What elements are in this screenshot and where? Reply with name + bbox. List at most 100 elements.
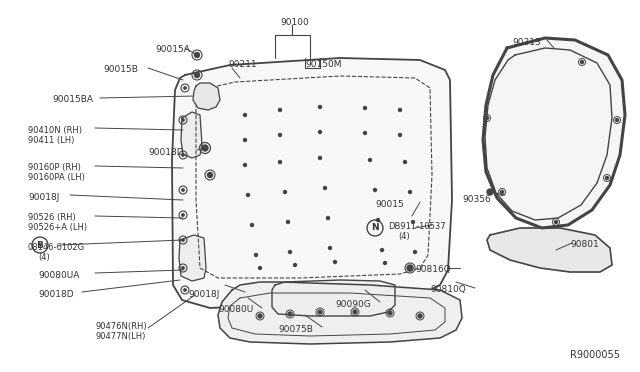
Circle shape [403,160,406,164]
Circle shape [407,265,413,271]
Text: (4): (4) [398,232,410,241]
Polygon shape [483,38,625,228]
Circle shape [259,266,262,269]
Circle shape [318,310,322,314]
Circle shape [333,260,337,263]
Polygon shape [272,280,395,316]
Text: 90018D: 90018D [148,148,184,157]
Circle shape [486,116,488,119]
Circle shape [182,239,184,241]
Text: (4): (4) [38,253,50,262]
Polygon shape [181,112,202,158]
Circle shape [374,189,376,192]
Text: 90211: 90211 [228,60,257,69]
Text: 90015: 90015 [375,200,404,209]
Text: 90080UA: 90080UA [38,271,79,280]
Text: N: N [371,224,379,232]
Circle shape [408,190,412,193]
Circle shape [399,109,401,112]
Circle shape [278,134,282,137]
Circle shape [284,190,287,193]
Text: 90018D: 90018D [38,290,74,299]
Text: 90356: 90356 [462,195,491,204]
Text: 90075B: 90075B [278,325,313,334]
Text: 90526 (RH): 90526 (RH) [28,213,76,222]
Circle shape [413,250,417,253]
Circle shape [412,221,415,224]
Circle shape [182,119,184,121]
Circle shape [288,312,292,316]
Text: 90160P (RH): 90160P (RH) [28,163,81,172]
Circle shape [182,154,184,156]
Circle shape [195,73,200,77]
Circle shape [182,189,184,191]
Polygon shape [487,228,612,272]
Circle shape [287,221,289,224]
Text: 90018J: 90018J [28,193,60,202]
Circle shape [554,221,557,224]
Circle shape [195,52,200,58]
Circle shape [326,217,330,219]
Circle shape [381,248,383,251]
Polygon shape [218,282,462,344]
Circle shape [500,190,504,193]
Text: 90015B: 90015B [103,65,138,74]
Polygon shape [193,83,220,110]
Text: 90477N(LH): 90477N(LH) [95,332,145,341]
Text: DB911-10537: DB911-10537 [388,222,445,231]
Text: 90410N (RH): 90410N (RH) [28,126,82,135]
Circle shape [364,106,367,109]
Text: 90476N(RH): 90476N(RH) [95,322,147,331]
Circle shape [487,189,493,195]
Text: 90816Q: 90816Q [415,265,451,274]
Text: 90160PA (LH): 90160PA (LH) [28,173,85,182]
Text: B: B [36,241,44,250]
Circle shape [243,164,246,167]
Circle shape [202,145,208,151]
Text: 90018J: 90018J [188,290,220,299]
Text: 90313: 90313 [512,38,541,47]
Text: 90080U: 90080U [218,305,253,314]
Circle shape [353,310,357,314]
Circle shape [605,176,609,180]
Circle shape [319,157,321,160]
Circle shape [182,267,184,269]
Circle shape [364,131,367,135]
Circle shape [388,311,392,315]
Text: 90015BA: 90015BA [52,95,93,104]
Circle shape [399,134,401,137]
Circle shape [184,289,186,291]
Circle shape [250,224,253,227]
Circle shape [418,314,422,318]
Circle shape [278,160,282,164]
Circle shape [319,131,321,134]
Text: 90526+A (LH): 90526+A (LH) [28,223,87,232]
Text: 08146-6102G: 08146-6102G [28,243,85,252]
Circle shape [616,119,618,122]
Circle shape [243,113,246,116]
Text: 90150M: 90150M [305,60,342,69]
Text: R9000055: R9000055 [570,350,620,360]
Circle shape [294,263,296,266]
Circle shape [289,250,291,253]
Circle shape [207,173,212,177]
Circle shape [376,218,380,221]
Circle shape [278,109,282,112]
Text: 90411 (LH): 90411 (LH) [28,136,74,145]
Circle shape [319,106,321,109]
Circle shape [323,186,326,189]
Circle shape [369,158,371,161]
Text: 90100: 90100 [280,18,309,27]
Circle shape [243,138,246,141]
Circle shape [580,61,584,64]
Circle shape [255,253,257,257]
Polygon shape [179,235,206,281]
Circle shape [246,193,250,196]
Text: 90015A: 90015A [155,45,190,54]
Circle shape [383,262,387,264]
Polygon shape [172,58,452,308]
Circle shape [182,214,184,216]
Circle shape [258,314,262,318]
Circle shape [184,87,186,89]
Circle shape [328,247,332,250]
